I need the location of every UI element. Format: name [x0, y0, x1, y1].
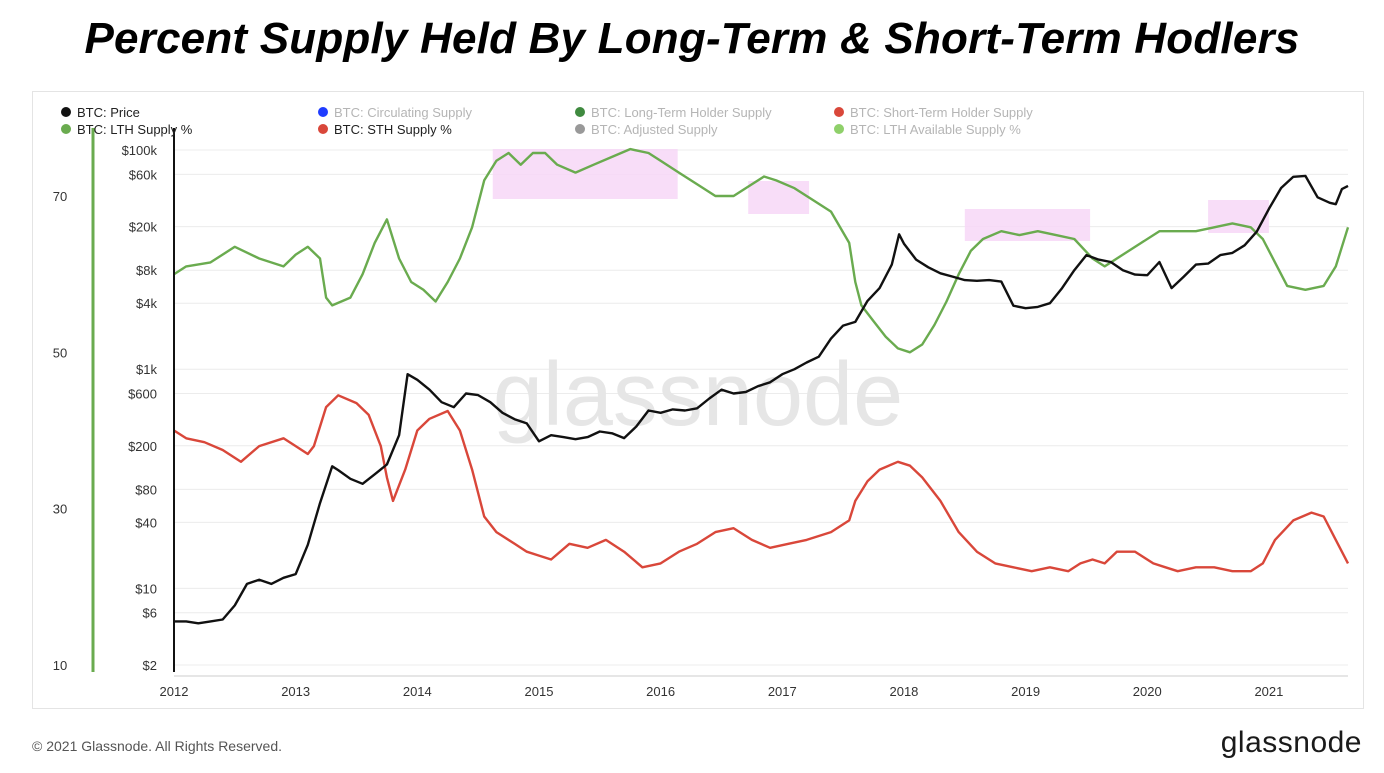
y-price-tick: $4k — [136, 296, 157, 311]
axes — [91, 128, 1348, 677]
y-left-tick: 30 — [53, 502, 67, 517]
glassnode-logo: glassnode — [1220, 726, 1362, 759]
legend-swatch — [61, 107, 71, 117]
y-price-tick: $100k — [122, 143, 158, 158]
series-line-btc-sth-supply- — [173, 394, 1350, 573]
y-price-tick: $40 — [135, 515, 157, 530]
x-tick: 2015 — [525, 684, 554, 699]
legend-item[interactable]: BTC: STH Supply % — [318, 122, 452, 137]
y-price-tick: $1k — [136, 362, 157, 377]
y-price-tick: $600 — [128, 387, 157, 402]
highlight-box-2 — [964, 209, 1091, 241]
y-left-tick: 50 — [53, 345, 67, 360]
y-price-tick: $10 — [135, 581, 157, 596]
legend-swatch — [575, 124, 585, 134]
x-tick: 2021 — [1254, 684, 1283, 699]
y-left-tick: 70 — [53, 189, 67, 204]
legend-item[interactable]: BTC: Circulating Supply — [318, 105, 472, 120]
legend-swatch — [318, 107, 328, 117]
y-left-tick: 10 — [53, 658, 67, 673]
legend-label: BTC: Adjusted Supply — [591, 122, 718, 137]
tick-labels: 70 50 30 10 $100k $60k $20k $8k $4k $1k $600 $200 $8… — [53, 143, 1284, 699]
y-price-tick: $20k — [129, 220, 158, 235]
series-lines — [173, 147, 1350, 625]
legend-item[interactable]: BTC: Price — [61, 105, 140, 120]
y-price-tick: $8k — [136, 263, 157, 278]
x-tick: 2012 — [160, 684, 189, 699]
x-tick: 2017 — [768, 684, 797, 699]
x-tick: 2016 — [646, 684, 675, 699]
watermark: glassnode — [493, 345, 903, 445]
legend-swatch — [575, 107, 585, 117]
legend-swatch — [61, 124, 71, 134]
legend-item[interactable]: BTC: Short-Term Holder Supply — [834, 105, 1033, 120]
legend-item[interactable]: BTC: LTH Supply % — [61, 122, 193, 137]
legend-item[interactable]: BTC: Adjusted Supply — [575, 122, 718, 137]
highlight-box-1 — [748, 181, 810, 214]
legend: BTC: Price BTC: Circulating Supply BTC: Lo… — [61, 105, 1033, 137]
legend-item[interactable]: BTC: LTH Available Supply % — [834, 122, 1021, 137]
highlight-box-0 — [492, 149, 678, 199]
legend-swatch — [318, 124, 328, 134]
legend-label: BTC: Short-Term Holder Supply — [850, 105, 1033, 120]
x-tick: 2013 — [281, 684, 310, 699]
y-price-tick: $2 — [143, 658, 157, 673]
chart-frame — [32, 91, 1364, 709]
series-line-btc-lth-supply- — [173, 147, 1350, 354]
legend-label: BTC: Long-Term Holder Supply — [591, 105, 772, 120]
x-tick: 2019 — [1011, 684, 1040, 699]
legend-label: BTC: LTH Available Supply % — [850, 122, 1021, 137]
x-tick: 2018 — [889, 684, 918, 699]
legend-label: BTC: Price — [77, 105, 140, 120]
series-line-btc-price — [174, 174, 1349, 625]
legend-label: BTC: STH Supply % — [334, 122, 452, 137]
chart-title: Percent Supply Held By Long-Term & Short… — [84, 14, 1300, 63]
y-price-tick: $200 — [128, 439, 157, 454]
gridlines — [174, 149, 1348, 666]
y-price-tick: $80 — [135, 482, 157, 497]
legend-label: BTC: Circulating Supply — [334, 105, 472, 120]
legend-swatch — [834, 107, 844, 117]
legend-swatch — [834, 124, 844, 134]
y-price-tick: $6 — [143, 606, 157, 621]
legend-item[interactable]: BTC: Long-Term Holder Supply — [575, 105, 772, 120]
x-tick: 2020 — [1133, 684, 1162, 699]
legend-label: BTC: LTH Supply % — [77, 122, 193, 137]
x-tick: 2014 — [403, 684, 432, 699]
copyright-text: © 2021 Glassnode. All Rights Reserved. — [32, 738, 283, 754]
y-price-tick: $60k — [129, 167, 158, 182]
highlight-boxes — [492, 149, 1269, 241]
